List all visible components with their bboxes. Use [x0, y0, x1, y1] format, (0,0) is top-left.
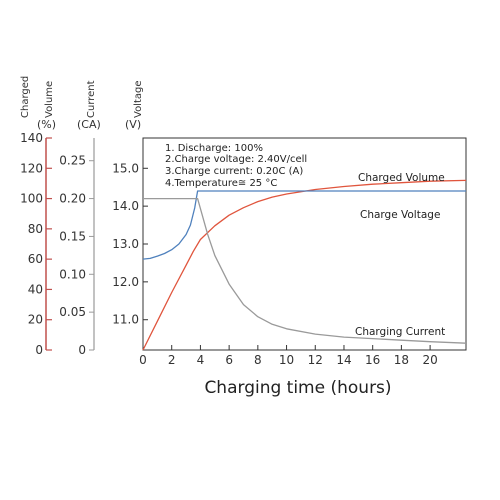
note-4: 4.Temperature≅ 25 °C — [165, 178, 277, 189]
volume-tick-label: 40 — [28, 282, 43, 296]
volume-tick-label: 80 — [28, 222, 43, 236]
series-label-charging-current: Charging Current — [355, 326, 445, 338]
volume-axis-title-line2: Volume — [44, 81, 55, 118]
voltage-axis-unit: (V) — [125, 118, 141, 131]
voltage-axis: 11.0 12.0 13.0 14.0 15.0 — [112, 161, 148, 327]
volume-tick-label: 60 — [28, 252, 43, 266]
volume-tick-label: 140 — [20, 131, 43, 145]
current-tick-label: 0.25 — [59, 154, 86, 168]
volume-axis-unit: (%) — [37, 118, 56, 131]
x-tick-label: 0 — [139, 353, 147, 367]
volume-axis-title-line1: Charged — [20, 76, 31, 118]
series-lines — [142, 179, 467, 351]
series-label-charge-voltage: Charge Voltage — [360, 209, 440, 221]
voltage-tick-label: 11.0 — [112, 313, 139, 327]
volume-tick-label: 20 — [28, 313, 43, 327]
x-tick-label: 12 — [308, 353, 323, 367]
x-tick-label: 6 — [225, 353, 233, 367]
note-2: 2.Charge voltage: 2.40V/cell — [165, 154, 307, 165]
x-tick-label: 4 — [197, 353, 205, 367]
x-tick-label: 18 — [394, 353, 409, 367]
x-axis: 0 2 4 6 8 10 12 14 16 18 20 — [139, 345, 438, 367]
voltage-tick-label: 15.0 — [112, 161, 139, 175]
current-axis-unit: (CA) — [77, 118, 101, 131]
test-conditions: 1. Discharge: 100% 2.Charge voltage: 2.4… — [165, 143, 307, 189]
voltage-tick-label: 13.0 — [112, 237, 139, 251]
x-tick-label: 14 — [336, 353, 351, 367]
current-tick-label: 0.10 — [59, 267, 86, 281]
charged-volume-line — [142, 179, 467, 351]
voltage-tick-label: 12.0 — [112, 275, 139, 289]
x-tick-label: 16 — [365, 353, 380, 367]
x-tick-label: 2 — [168, 353, 176, 367]
current-tick-label: 0.15 — [59, 229, 86, 243]
x-tick-label: 8 — [254, 353, 262, 367]
current-tick-label: 0 — [78, 343, 86, 357]
note-3: 3.Charge current: 0.20C (A) — [165, 166, 303, 177]
voltage-tick-label: 14.0 — [112, 199, 139, 213]
volume-tick-label: 120 — [20, 161, 43, 175]
charging-current-line — [143, 197, 467, 344]
series-label-charged-volume: Charged Volume — [358, 172, 445, 184]
current-tick-label: 0.20 — [59, 192, 86, 206]
voltage-axis-title: Voltage — [133, 80, 144, 118]
volume-tick-label: 0 — [35, 343, 43, 357]
x-axis-title: Charging time (hours) — [204, 378, 391, 398]
x-tick-label: 20 — [422, 353, 437, 367]
current-axis-title: Current — [86, 80, 97, 118]
x-tick-label: 10 — [279, 353, 294, 367]
charge-voltage-line — [142, 190, 466, 260]
current-tick-label: 0.05 — [59, 305, 86, 319]
current-axis: 0 0.05 0.10 0.15 0.20 0.25 — [59, 138, 95, 357]
volume-tick-label: 100 — [20, 192, 43, 206]
volume-axis: 0 20 40 60 80 100 120 140 — [20, 131, 52, 357]
note-1: 1. Discharge: 100% — [165, 143, 263, 154]
